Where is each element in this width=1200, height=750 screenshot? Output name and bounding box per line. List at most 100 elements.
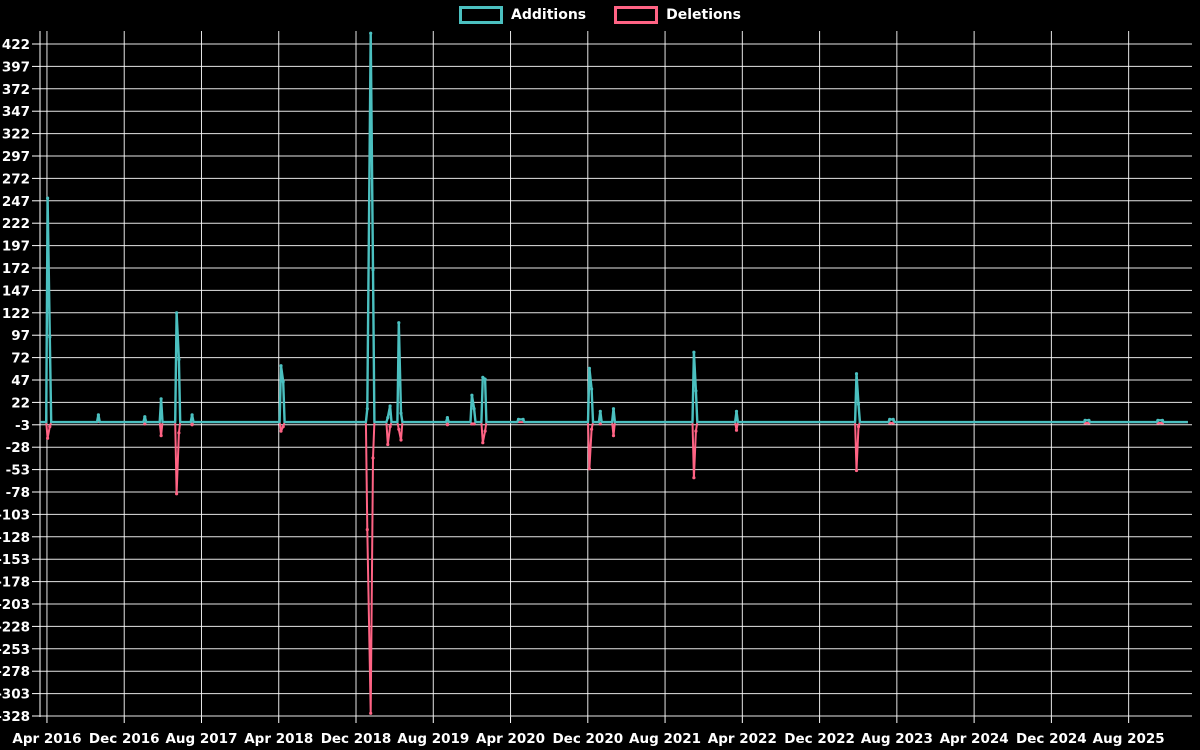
data-point <box>692 476 696 480</box>
data-point <box>481 441 485 445</box>
x-tick-label: Apr 2018 <box>244 731 313 747</box>
data-point <box>388 425 392 429</box>
y-tick-label: -228 <box>0 619 30 635</box>
y-tick-label: -128 <box>0 530 30 546</box>
data-point <box>399 438 403 442</box>
y-tick-label: -78 <box>6 485 30 501</box>
data-point <box>587 366 592 370</box>
data-point <box>521 417 525 421</box>
data-point <box>587 467 592 471</box>
y-tick-label: 322 <box>2 127 30 143</box>
grid-horizontal <box>40 43 1192 717</box>
y-tick-label: -53 <box>6 463 30 479</box>
x-axis: Apr 2016 Dec 2016 Aug 2017 Apr 2018 Dec 2018… <box>12 717 1165 747</box>
data-point <box>281 380 285 384</box>
x-tick-label: Aug 2025 <box>1093 731 1165 747</box>
x-tick-label: Aug 2021 <box>629 731 701 747</box>
data-point <box>399 411 403 415</box>
y-tick-label: 72 <box>11 351 30 367</box>
x-tick-label: Apr 2016 <box>12 731 81 747</box>
x-tick-label: Apr 2020 <box>476 731 545 747</box>
data-point <box>856 425 861 429</box>
x-tick-label: Aug 2017 <box>165 731 237 747</box>
x-tick-label: Apr 2022 <box>708 731 777 747</box>
data-point <box>694 389 698 393</box>
data-point <box>470 393 474 397</box>
y-tick-label: -3 <box>15 418 30 434</box>
x-tick-label: Dec 2020 <box>552 731 623 747</box>
y-tick-label: -153 <box>0 552 30 568</box>
data-point <box>371 456 375 460</box>
deletions-swatch-icon <box>614 6 659 24</box>
y-tick-label: -103 <box>0 507 30 523</box>
data-point <box>175 492 179 496</box>
y-tick-label: 47 <box>11 373 30 389</box>
data-point <box>888 417 892 421</box>
data-point <box>611 407 616 411</box>
y-tick-label: 122 <box>2 306 30 322</box>
data-point <box>856 402 861 406</box>
data-point <box>159 397 163 401</box>
data-point <box>48 335 52 339</box>
y-tick-label: -253 <box>0 642 30 658</box>
data-point <box>1083 418 1087 422</box>
data-point <box>598 409 602 413</box>
x-tick-label: Dec 2022 <box>784 731 855 747</box>
data-point <box>386 416 390 420</box>
data-point <box>483 429 487 433</box>
data-point <box>590 427 594 431</box>
y-tick-label: 172 <box>2 261 30 277</box>
data-point <box>365 407 369 411</box>
y-axis: 422 397 372 347 322 297 272 247 222 197 172 147 122 9… <box>0 31 41 725</box>
y-tick-label: -28 <box>6 440 30 456</box>
data-point <box>46 436 50 440</box>
data-point <box>175 311 179 315</box>
data-point <box>369 711 373 715</box>
y-tick-label: 222 <box>2 216 30 232</box>
y-tick-label: -178 <box>0 575 30 591</box>
y-tick-label: 422 <box>2 37 30 53</box>
data-point <box>854 372 859 376</box>
x-tick-label: Aug 2023 <box>861 731 933 747</box>
data-point <box>279 364 283 368</box>
y-tick-label: -328 <box>0 709 30 725</box>
y-tick-label: 347 <box>2 104 30 120</box>
data-point <box>369 31 373 35</box>
data-point <box>481 375 485 379</box>
data-point <box>371 268 375 272</box>
data-point <box>96 413 100 417</box>
legend: Additions Deletions <box>0 6 1200 24</box>
data-point <box>854 468 859 473</box>
legend-item-additions[interactable]: Additions <box>459 6 586 24</box>
data-point <box>445 423 449 427</box>
y-tick-label: -278 <box>0 664 30 680</box>
data-point <box>483 377 487 381</box>
additions-swatch-icon <box>459 6 504 24</box>
data-point <box>190 423 194 427</box>
series-line-a <box>40 32 1188 424</box>
y-tick-label: 247 <box>2 194 30 210</box>
legend-label-additions: Additions <box>511 7 587 23</box>
grid-vertical <box>46 31 1130 717</box>
x-tick-label: Apr 2024 <box>940 731 1009 747</box>
data-point <box>472 407 476 411</box>
x-tick-label: Aug 2019 <box>397 731 469 747</box>
data-point <box>48 425 52 429</box>
series-line-d <box>40 421 1188 715</box>
legend-label-deletions: Deletions <box>666 7 741 23</box>
data-point <box>365 528 369 532</box>
data-point <box>46 196 50 200</box>
data-point <box>1160 418 1164 422</box>
y-tick-label: 397 <box>2 59 30 75</box>
data-point <box>891 417 895 421</box>
data-point <box>177 431 181 435</box>
y-tick-label: 372 <box>2 82 30 98</box>
data-point <box>386 442 390 447</box>
series-additions <box>40 31 1188 424</box>
legend-item-deletions[interactable]: Deletions <box>614 6 741 24</box>
data-point <box>590 387 594 391</box>
data-point <box>692 350 696 354</box>
data-point <box>190 413 194 417</box>
data-point <box>1156 418 1160 422</box>
